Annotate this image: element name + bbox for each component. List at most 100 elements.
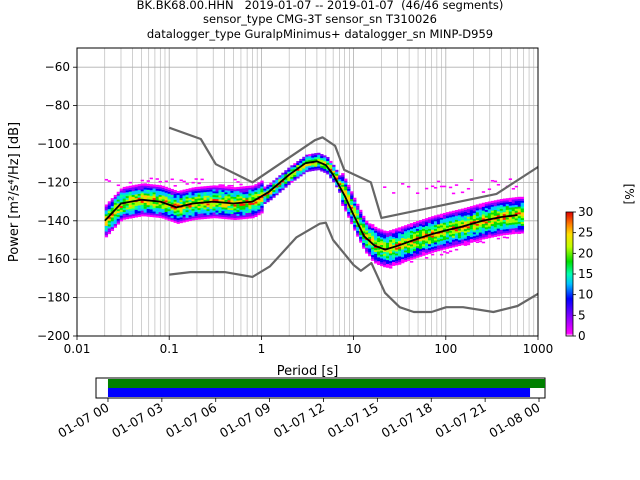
density-cell <box>389 249 393 252</box>
density-cell <box>463 223 468 226</box>
density-cell <box>409 228 414 231</box>
density-cell <box>200 192 204 195</box>
density-cell <box>200 194 204 197</box>
density-cell <box>233 189 237 192</box>
density-cell <box>209 214 213 217</box>
density-cell <box>508 209 513 212</box>
density-cell <box>167 189 171 192</box>
density-cell <box>167 210 171 214</box>
density-cell <box>275 185 279 188</box>
density-cell <box>496 213 501 216</box>
density-cell <box>395 243 399 246</box>
density-cell <box>353 209 357 212</box>
density-cell <box>407 245 411 248</box>
density-cell <box>155 211 159 214</box>
density-cell <box>293 166 297 170</box>
density-cell <box>493 200 498 203</box>
density-cell <box>374 255 378 258</box>
density-cell <box>502 229 507 232</box>
density-cell <box>179 179 183 182</box>
density-cell <box>206 197 210 200</box>
density-cell <box>326 170 330 173</box>
density-cell <box>356 219 360 222</box>
density-cell <box>415 255 420 258</box>
density-cell <box>281 172 285 175</box>
density-cell <box>212 196 216 199</box>
density-cell <box>278 184 282 187</box>
density-cell <box>347 198 351 201</box>
density-cell <box>517 200 522 203</box>
density-cell <box>493 229 498 232</box>
density-cell <box>505 211 510 214</box>
density-cell <box>395 253 399 256</box>
density-cell <box>257 205 261 208</box>
density-cell <box>517 217 522 221</box>
y-tick-label: −180 <box>37 291 70 305</box>
density-cell <box>212 193 216 196</box>
density-cell <box>442 220 447 223</box>
mode-curve-line <box>104 160 518 251</box>
density-cell <box>439 227 444 230</box>
density-cell <box>415 234 420 237</box>
density-cell <box>200 186 204 189</box>
density-cell <box>173 209 177 212</box>
density-cell <box>260 186 264 189</box>
density-cell <box>520 214 525 217</box>
density-cell <box>383 244 387 247</box>
density-cell <box>170 198 174 201</box>
density-cell <box>110 224 115 228</box>
density-cell <box>188 197 192 200</box>
density-cell <box>119 205 124 208</box>
density-cell <box>448 250 453 253</box>
density-cell <box>200 178 204 181</box>
density-cell <box>508 218 513 222</box>
density-cell <box>475 225 480 228</box>
density-cell <box>149 207 153 210</box>
density-cell <box>224 211 228 214</box>
density-cell <box>415 230 420 233</box>
density-cell <box>194 188 198 192</box>
density-cell <box>152 211 156 214</box>
density-cell <box>478 238 483 241</box>
density-cell <box>496 199 501 202</box>
density-cell <box>508 217 513 220</box>
density-cell <box>152 215 156 218</box>
density-cell <box>239 209 243 212</box>
density-cell <box>212 194 216 198</box>
density-cell <box>191 218 195 221</box>
density-cell <box>134 194 138 197</box>
density-cell <box>356 211 360 214</box>
density-cell <box>173 197 177 200</box>
density-cell <box>257 193 261 197</box>
density-cell <box>368 234 372 238</box>
density-cell <box>338 188 342 191</box>
density-cell <box>257 182 261 185</box>
density-cell <box>383 236 387 239</box>
density-cell <box>143 212 147 215</box>
density-cell <box>221 197 225 200</box>
density-cell <box>475 223 480 226</box>
density-cell <box>386 238 390 241</box>
density-cell <box>218 206 222 210</box>
density-cell <box>430 185 435 188</box>
density-cell <box>383 263 387 266</box>
density-cell <box>110 217 115 220</box>
density-cell <box>248 193 252 196</box>
density-cell <box>356 209 360 212</box>
density-cell <box>143 206 147 209</box>
density-cell <box>478 207 483 210</box>
density-cell <box>511 205 516 208</box>
density-cell <box>104 221 109 224</box>
density-cell <box>194 210 198 213</box>
density-cell <box>409 225 414 228</box>
density-cell <box>155 178 159 180</box>
density-cell <box>212 214 216 217</box>
density-cell <box>287 181 291 184</box>
density-cell <box>338 177 342 180</box>
density-cell <box>284 183 288 186</box>
density-cell <box>278 186 282 189</box>
density-cell <box>212 202 216 205</box>
density-cell <box>421 238 426 241</box>
density-cell <box>134 196 138 199</box>
density-cell <box>113 200 118 203</box>
